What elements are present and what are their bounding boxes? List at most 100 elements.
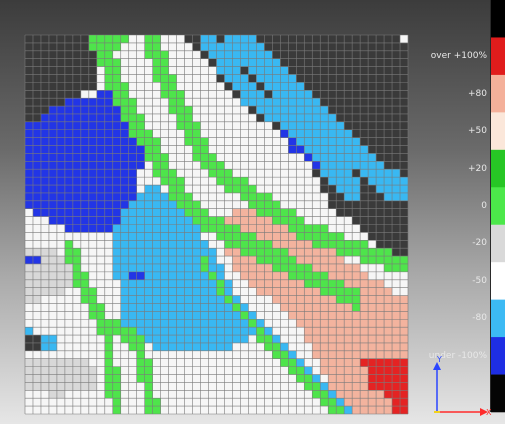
grid-cell (256, 137, 265, 146)
grid-cell (384, 390, 393, 399)
grid-cell (232, 106, 241, 115)
grid-cell (80, 240, 89, 249)
grid-cell (136, 279, 145, 288)
grid-cell (344, 98, 353, 107)
grid-cell (360, 224, 369, 233)
grid-cell (80, 256, 89, 265)
grid-cell (80, 335, 89, 343)
grid-cell (312, 42, 321, 51)
grid-cell (272, 263, 281, 272)
grid-cell (360, 279, 369, 288)
grid-cell (248, 224, 257, 233)
grid-cell (192, 263, 201, 272)
grid-cell (304, 295, 313, 304)
grid-cell (344, 342, 353, 351)
grid-cell (48, 279, 57, 288)
grid-cell (168, 358, 177, 367)
grid-cell (80, 50, 89, 59)
grid-cell (232, 248, 241, 257)
grid-cell (232, 216, 241, 225)
grid-cell (320, 35, 329, 43)
grid-cell (216, 58, 225, 67)
grid-cell (400, 200, 409, 209)
grid-cell (384, 295, 393, 304)
grid-cell (312, 240, 321, 249)
grid-cell (96, 342, 105, 351)
grid-cell (56, 50, 65, 59)
grid-cell (200, 121, 209, 130)
grid-cell (232, 406, 241, 415)
grid-cell (176, 295, 185, 304)
grid-cell (208, 50, 217, 59)
contour-grid[interactable] (25, 35, 409, 415)
grid-cell (72, 200, 81, 209)
grid-cell (32, 240, 42, 249)
grid-cell (152, 366, 161, 375)
grid-cell (160, 192, 169, 201)
grid-cell (264, 82, 273, 91)
grid-cell (296, 256, 305, 265)
legend-band (491, 0, 505, 38)
grid-cell (56, 303, 65, 312)
grid-cell (136, 398, 145, 407)
grid-cell (48, 406, 57, 415)
grid-cell (80, 129, 89, 138)
grid-cell (232, 74, 241, 83)
grid-cell (128, 66, 137, 75)
grid-cell (88, 390, 97, 399)
grid-cell (144, 240, 153, 249)
grid-cell (80, 200, 89, 209)
grid-cell (72, 287, 81, 296)
grid-cell (200, 382, 209, 391)
grid-cell (240, 390, 249, 399)
grid-cell (48, 82, 57, 91)
grid-cell (312, 153, 321, 162)
grid-cell (120, 319, 129, 328)
grid-cell (112, 185, 121, 193)
grid-cell (88, 106, 97, 115)
grid-cell (240, 319, 249, 328)
grid-cell (368, 335, 377, 343)
grid-cell (392, 303, 401, 312)
grid-cell (200, 303, 209, 312)
grid-cell (352, 153, 361, 162)
grid-cell (192, 271, 201, 280)
grid-cell (184, 129, 193, 138)
grid-cell (224, 240, 233, 249)
grid-cell (56, 90, 65, 99)
grid-cell (136, 145, 145, 154)
grid-cell (304, 74, 313, 83)
grid-cell (192, 382, 201, 391)
grid-cell (176, 208, 185, 217)
grid-cell (200, 224, 209, 233)
grid-cell (344, 35, 353, 43)
grid-cell (184, 185, 193, 193)
grid-cell (328, 129, 337, 138)
grid-cell (256, 121, 265, 130)
grid-cell (256, 390, 265, 399)
grid-cell (48, 74, 57, 83)
grid-cell (264, 358, 273, 367)
grid-cell (104, 66, 113, 75)
grid-cell (312, 185, 321, 193)
grid-cell (216, 177, 225, 186)
grid-cell (328, 319, 337, 328)
axis-triad (433, 362, 488, 416)
grid-cell (256, 311, 265, 320)
grid-cell (144, 271, 153, 280)
grid-cell (288, 358, 297, 367)
grid-cell (48, 335, 57, 343)
grid-cell (216, 98, 225, 107)
grid-cell (392, 311, 401, 320)
grid-cell (25, 398, 34, 407)
grid-cell (264, 295, 273, 304)
grid-cell (384, 342, 393, 351)
grid-cell (312, 50, 321, 59)
grid-cell (248, 177, 257, 186)
grid-cell (328, 137, 337, 146)
grid-cell (48, 208, 57, 217)
grid-cell (200, 42, 209, 51)
grid-cell (80, 90, 89, 99)
grid-cell (240, 256, 249, 265)
